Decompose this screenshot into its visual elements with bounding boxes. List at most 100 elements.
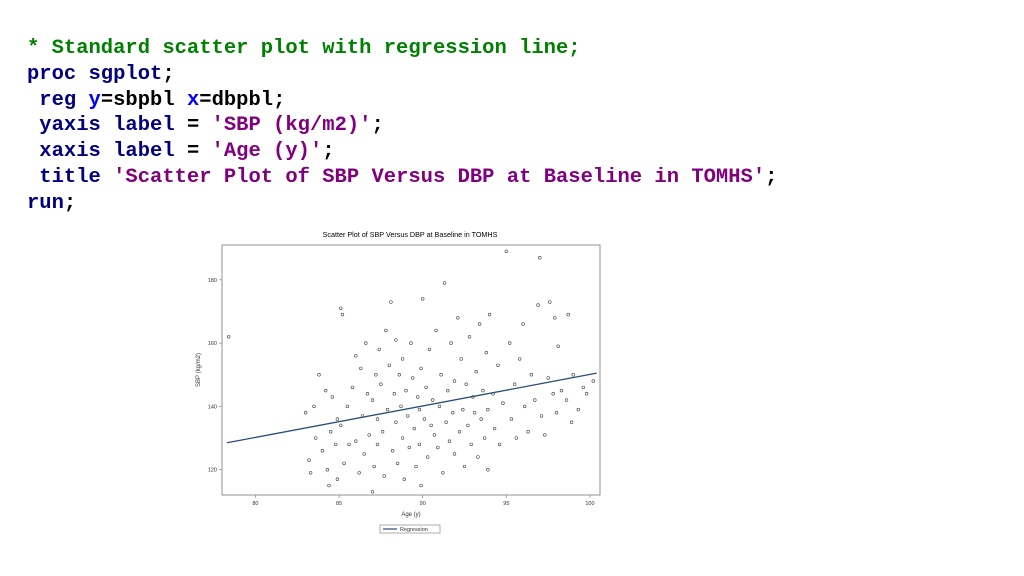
code-line: * Standard scatter plot with regression … [27, 36, 777, 62]
scatter-point [389, 300, 393, 304]
scatter-point [462, 464, 467, 469]
scatter-point [576, 407, 580, 412]
scatter-point [581, 385, 585, 390]
scatter-point [390, 449, 395, 453]
scatter-point [417, 407, 422, 412]
scatter-point [347, 442, 351, 447]
scatter-point [417, 442, 422, 447]
code-token-plain: = [186, 114, 212, 138]
scatter-point [312, 404, 316, 409]
scatter-point [354, 354, 358, 358]
scatter-point [421, 297, 425, 301]
code-token-keyword: run [27, 191, 64, 215]
scatter-point [429, 423, 433, 428]
scatter-point [526, 430, 530, 434]
scatter-point [518, 357, 522, 361]
scatter-point [509, 417, 514, 421]
scatter-point [407, 445, 411, 450]
legend-box [379, 524, 441, 534]
scatter-point [392, 392, 396, 396]
scatter-point [431, 398, 435, 402]
scatter-point [459, 357, 463, 361]
scatter-point [404, 388, 408, 393]
scatter-point [339, 423, 343, 428]
scatter-point [536, 303, 540, 307]
code-token-plain: ; [371, 114, 384, 138]
scatter-point [482, 436, 487, 440]
scatter-point [513, 382, 517, 386]
scatter-point [320, 449, 325, 453]
scatter-point [444, 420, 448, 424]
scatter-point [556, 344, 560, 348]
scatter-point [554, 411, 559, 415]
scatter-point [464, 382, 468, 386]
scatter-point [441, 471, 445, 475]
scatter-point [456, 316, 460, 320]
scatter-point [426, 455, 430, 459]
scatter-point [486, 407, 490, 412]
scatter-point [424, 385, 428, 390]
scatter-point [327, 483, 331, 488]
legend-label-regression: Regression [400, 527, 428, 533]
scatter-point [354, 439, 358, 443]
scatter-point [412, 426, 416, 431]
scatter-point [591, 379, 595, 383]
scatter-point [422, 417, 427, 421]
code-token-comment: * Standard scatter plot with regression … [27, 37, 581, 60]
code-token-plain: =dbpbl; [199, 88, 286, 112]
code-token-plain: ; [765, 165, 778, 189]
scatter-point [466, 423, 470, 428]
scatter-point [402, 477, 406, 481]
scatter-point [409, 341, 413, 345]
scatter-point [335, 477, 340, 481]
code-token-keyword: reg [27, 88, 89, 112]
scatter-point [451, 411, 455, 415]
scatter-point [416, 395, 420, 399]
scatter-point [551, 392, 555, 396]
scatter-point [330, 395, 335, 399]
scatter-point [484, 350, 488, 355]
scatter-point [487, 312, 492, 317]
scatter-point [384, 328, 388, 333]
scatter-point [442, 281, 447, 285]
scatter-point [382, 474, 386, 478]
scatter-point [414, 464, 418, 469]
scatter-point [467, 335, 472, 339]
x-tick-label: 80 [252, 501, 258, 507]
scatter-point [377, 347, 381, 352]
code-token-plain: =sbpbl [100, 88, 187, 112]
scatter-point [324, 388, 328, 393]
x-tick-label: 100 [585, 501, 594, 507]
y-tick-label: 140 [208, 404, 217, 410]
scatter-point [379, 382, 383, 386]
scatter-point [439, 373, 443, 377]
y-tick-label: 120 [208, 468, 217, 474]
scatter-point [317, 373, 321, 377]
scatter-point [367, 433, 371, 437]
y-tick-label: 180 [208, 278, 217, 284]
scatter-point [329, 430, 333, 434]
code-token-plain: ; [322, 140, 335, 164]
scatter-point [571, 373, 575, 377]
scatter-point [303, 411, 308, 415]
scatter-point [370, 398, 375, 402]
scatter-point [457, 430, 462, 434]
scatter-point [335, 417, 340, 421]
scatter-point [364, 341, 368, 345]
code-token-string: 'SBP (kg/m2)' [211, 114, 372, 138]
scatter-point [472, 411, 477, 415]
code-line: reg y=sbpbl x=dbpbl; [27, 88, 777, 114]
scatter-point [539, 414, 544, 418]
scatter-point [387, 363, 391, 367]
scatter-point [399, 404, 403, 409]
scatter-point [477, 322, 482, 326]
scatter-point [375, 442, 380, 447]
scatter-point [357, 471, 361, 475]
scatter-point [546, 376, 550, 380]
scatter-point [486, 468, 490, 472]
code-line: proc sgplot; [27, 62, 777, 88]
scatter-point [385, 407, 390, 412]
scatter-point [394, 338, 398, 342]
y-tick-label: 160 [208, 341, 217, 347]
x-tick-label: 85 [336, 501, 342, 507]
